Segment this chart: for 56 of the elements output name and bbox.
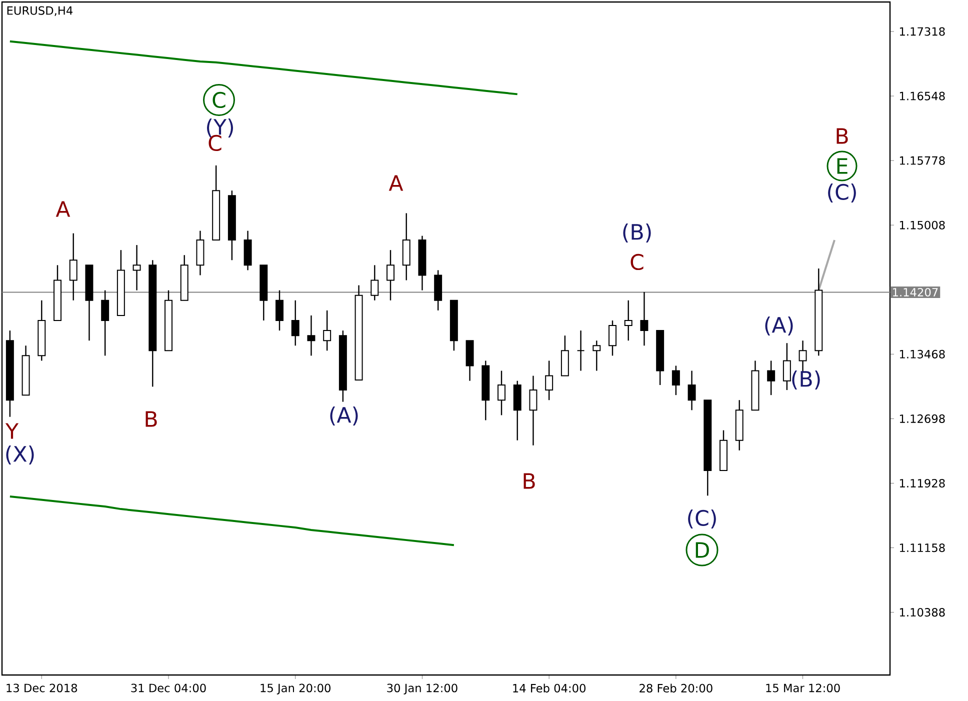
chart-title: EURUSD,H4	[7, 6, 73, 16]
x-tick-label: 15 Mar 12:00	[766, 684, 840, 692]
y-tick-label: 1.11158	[900, 543, 945, 552]
candlestick	[529, 375, 538, 446]
x-tick-label: 28 Feb 20:00	[640, 684, 712, 692]
annotation: (A)	[330, 406, 358, 426]
candlestick	[307, 314, 316, 356]
annotation: (B)	[792, 370, 820, 390]
x-tick-label: 13 Dec 2018	[6, 684, 78, 692]
candlestick	[132, 244, 141, 291]
candlestick	[101, 290, 110, 356]
candlestick	[608, 320, 616, 356]
candlestick	[688, 370, 696, 411]
y-tick-label: 1.15778	[900, 156, 945, 165]
annotation: Y	[5, 423, 19, 439]
candlestick	[640, 291, 648, 346]
x-tick-label: 30 Jan 12:00	[387, 684, 458, 694]
candlestick	[276, 290, 284, 332]
annotation: D	[696, 542, 709, 558]
candlestick	[592, 340, 601, 372]
y-tick-label: 1.15008	[900, 220, 945, 230]
annotation: B	[836, 128, 848, 144]
y-tick-label: 1.16548	[900, 92, 945, 100]
candlestick	[498, 370, 506, 416]
x-tick-label: 15 Jan 20:00	[260, 684, 330, 694]
candlestick	[370, 264, 379, 301]
annotation: C	[212, 92, 226, 108]
candlestick	[624, 300, 632, 342]
y-tick-label: 1.13468	[900, 350, 945, 358]
annotation: B	[524, 473, 535, 489]
candlestick	[69, 232, 78, 301]
x-tick-label: 31 Dec 04:00	[131, 684, 206, 692]
candlestick	[386, 249, 394, 301]
annotation: (C)	[688, 510, 716, 528]
y-tick-label: 1.10388	[900, 608, 945, 617]
annotation: B	[146, 411, 157, 427]
x-tick-label: 14 Feb 04:00	[513, 684, 586, 692]
annotation: (A)	[765, 316, 793, 336]
candlestick	[291, 300, 300, 346]
candlestick	[782, 342, 791, 391]
annotation: A	[388, 175, 404, 191]
annotation: (B)	[623, 224, 651, 242]
y-tick-label: 1.12698	[900, 414, 945, 423]
candlestick	[767, 360, 776, 396]
annotation: E	[837, 158, 848, 174]
y-tick-label: 1.17318	[900, 27, 945, 36]
candlestick	[576, 330, 585, 372]
y-tick-label: 1.11928	[900, 478, 945, 488]
candlestick	[672, 365, 680, 396]
annotation: (X)	[6, 446, 34, 464]
ref-line-label: 1.14207	[893, 288, 938, 297]
annotation: C	[630, 254, 644, 270]
annotation: A	[56, 201, 70, 217]
annotation: (C)	[828, 184, 856, 202]
candlestick	[323, 310, 332, 352]
candlestick	[545, 360, 554, 401]
